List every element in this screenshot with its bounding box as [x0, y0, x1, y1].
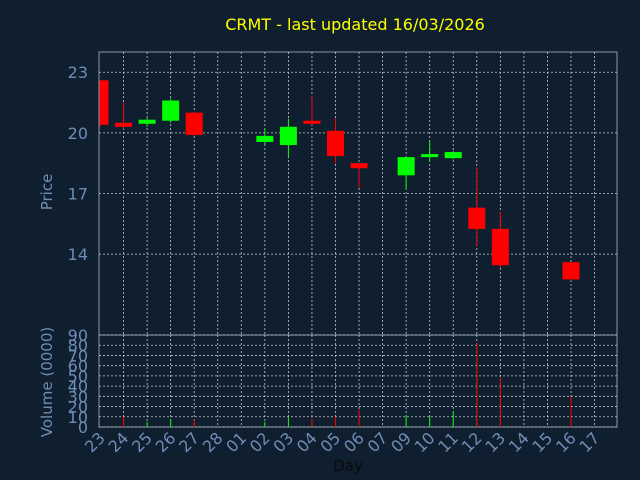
- candlestick-series: [99, 80, 580, 281]
- candle-body: [350, 163, 368, 169]
- volume-gridlines: [99, 334, 617, 428]
- candle-body: [100, 80, 109, 125]
- volume-tick-label: 90: [68, 326, 88, 345]
- candle-body: [256, 135, 274, 142]
- price-axis-label: Price: [38, 174, 56, 211]
- price-tick-label: 23: [68, 63, 88, 82]
- price-tick-labels: 23 20 17 14: [68, 63, 88, 264]
- volume-axis-label: Volume (0000): [38, 327, 56, 437]
- candle-body: [421, 154, 439, 158]
- volume-series: [123, 343, 572, 427]
- volume-tick-label: 50: [68, 367, 88, 386]
- candle-body: [491, 228, 509, 266]
- volume-tick-label: 10: [68, 408, 88, 427]
- candle-body: [185, 112, 203, 135]
- volume-tick-label: 0: [78, 418, 88, 437]
- volume-tick-label: 80: [68, 336, 88, 355]
- volume-tick-label: 30: [68, 387, 88, 406]
- volume-plot-area: [98, 334, 618, 428]
- volume-tick-label: 60: [68, 357, 88, 376]
- candle-body: [115, 122, 133, 127]
- volume-tick-label: 40: [68, 377, 88, 396]
- candle-body: [303, 120, 321, 124]
- candle-body: [138, 119, 156, 124]
- candle-body: [468, 207, 486, 229]
- price-gridlines: [99, 52, 617, 335]
- candle-body: [279, 126, 297, 145]
- candle-body: [327, 130, 344, 157]
- volume-tick-label: 70: [68, 346, 88, 365]
- x-tick-label: 17: [576, 428, 604, 456]
- candle-body: [162, 100, 180, 121]
- price-tick-label: 14: [68, 245, 88, 264]
- chart-title: CRMT - last updated 16/03/2026: [225, 15, 485, 34]
- candle-body: [444, 152, 462, 159]
- x-axis-label: Day: [333, 457, 363, 475]
- price-tick-label: 20: [68, 124, 88, 143]
- price-tick-label: 17: [68, 185, 88, 204]
- candle-body: [397, 157, 415, 176]
- candle-body: [562, 262, 580, 280]
- x-tick-labels: 2324252627280102030405060709101112131415…: [81, 428, 603, 456]
- volume-tick-label: 20: [68, 398, 88, 417]
- price-panel: 23 20 17 14 Price: [38, 51, 618, 336]
